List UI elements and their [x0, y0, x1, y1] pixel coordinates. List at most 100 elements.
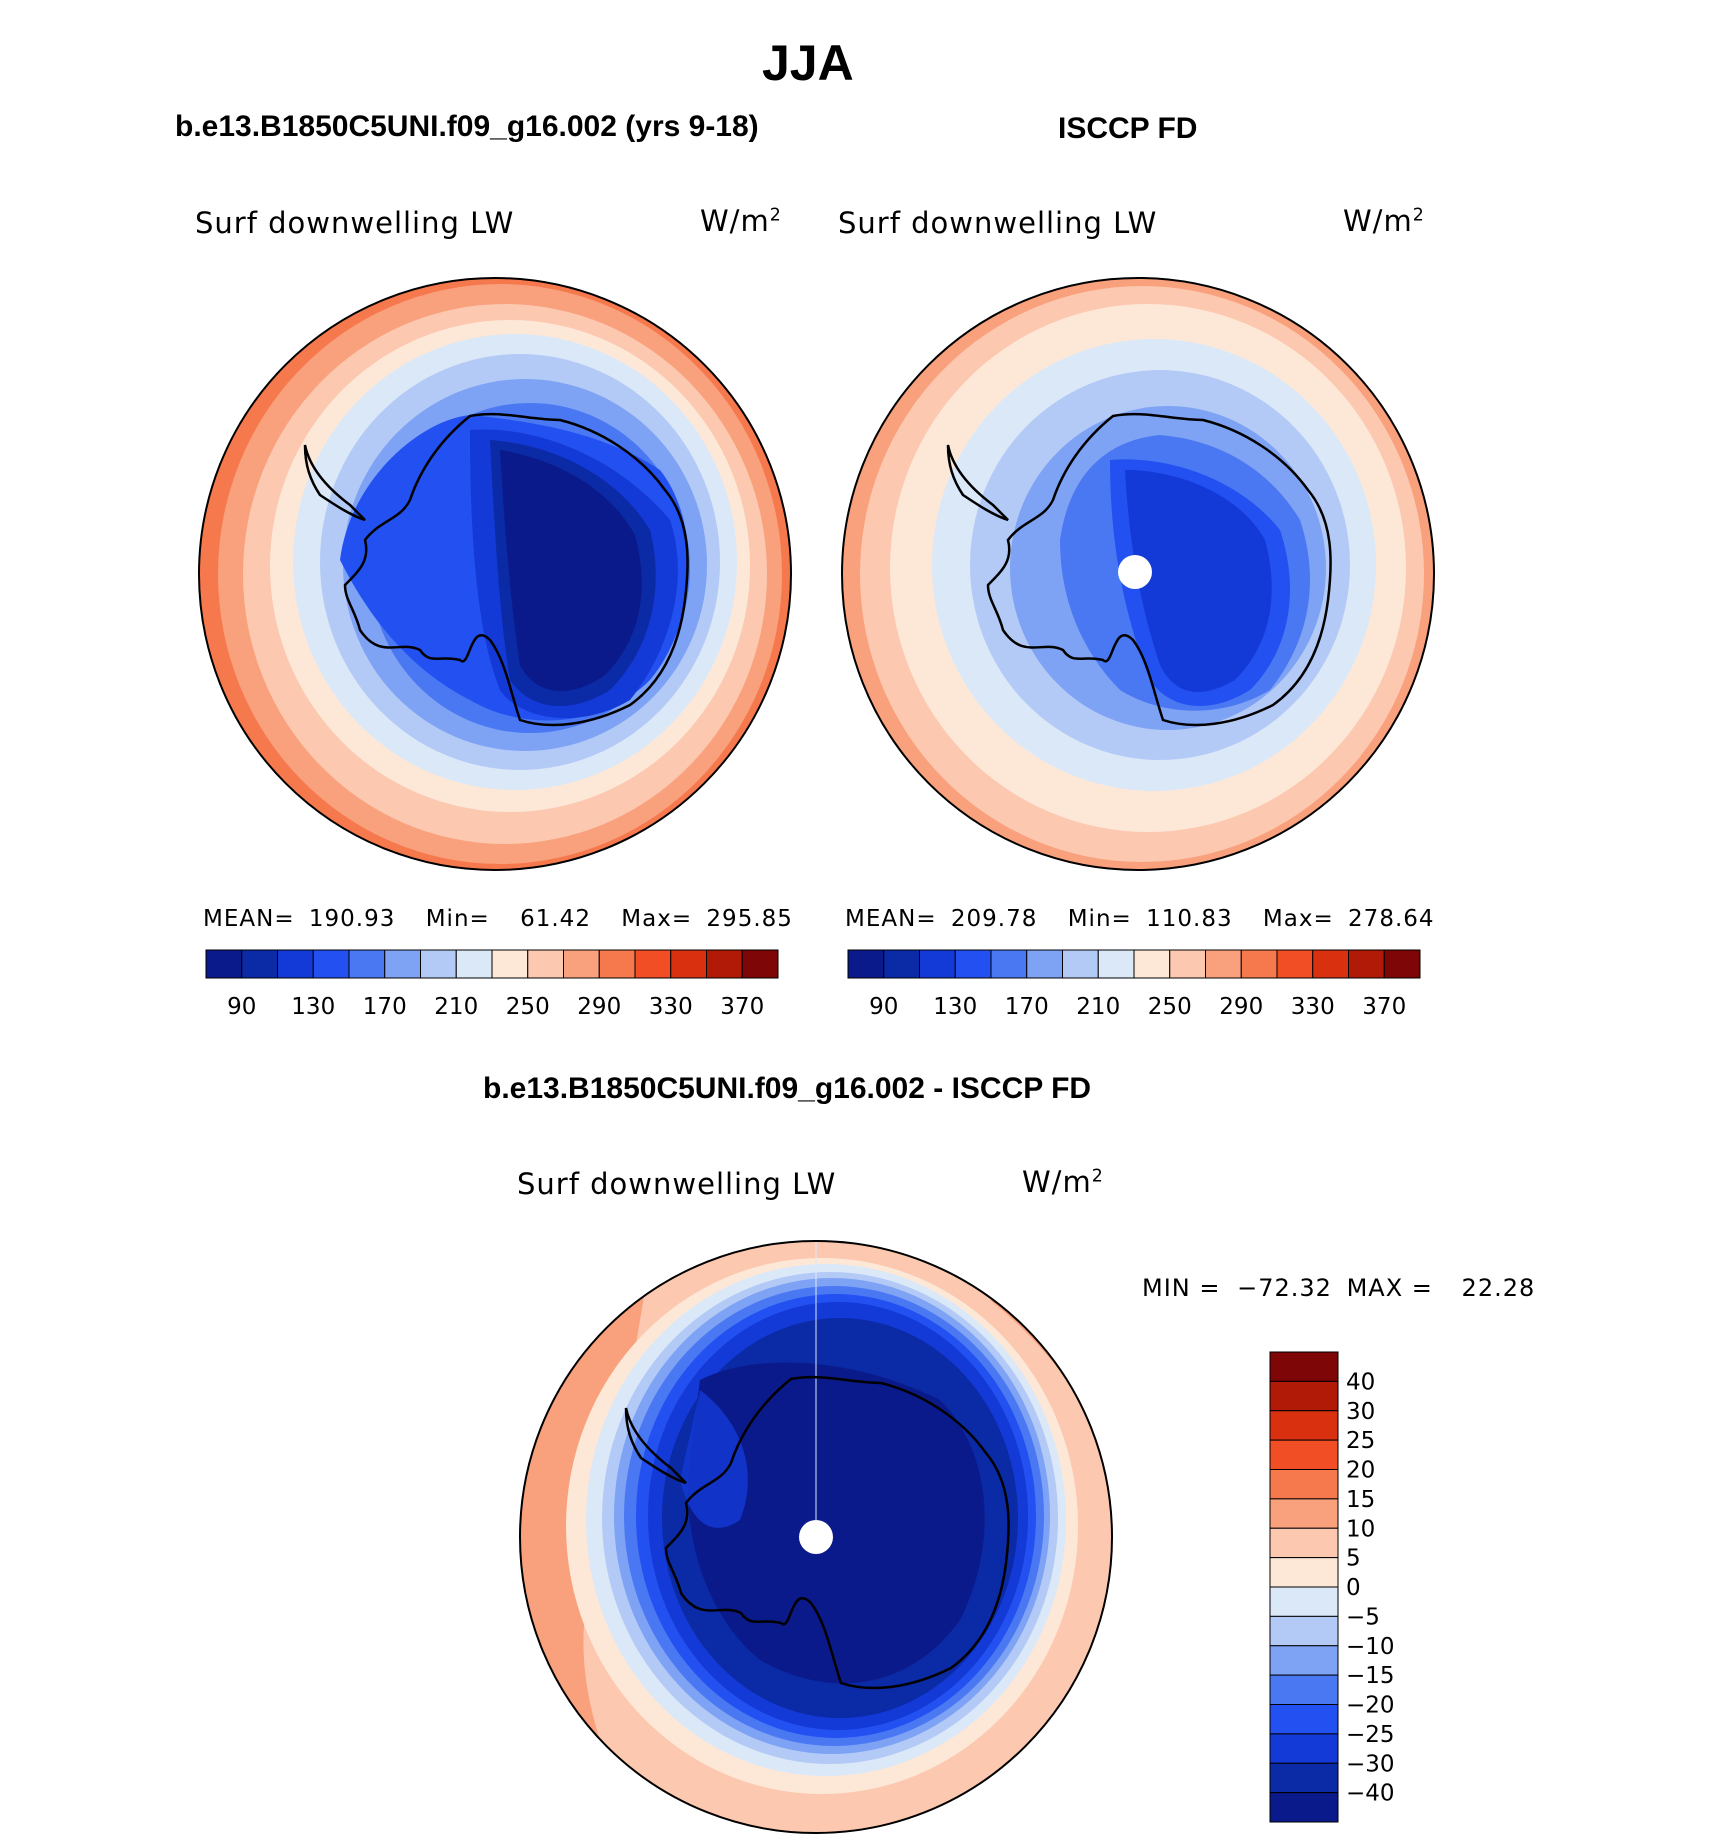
- diff-colorbar-swatch: [1269, 1527, 1339, 1559]
- diff-colorbar-tick-label: −15: [1346, 1663, 1395, 1689]
- diff-colorbar-tick-label: 10: [1346, 1516, 1375, 1542]
- diff-colorbar-tick-label: 40: [1346, 1369, 1375, 1395]
- model-colorbar-tick-label: 370: [720, 994, 764, 1020]
- obs-colorbar-swatch: [1169, 949, 1206, 979]
- obs-stats: MEAN= 209.78 Min= 110.83 Max= 278.64: [845, 906, 1435, 932]
- diff-unit-label: W/m2: [1022, 1165, 1104, 1199]
- obs-colorbar-tick-label: 130: [933, 994, 977, 1020]
- obs-colorbar-tick-label: 370: [1362, 994, 1406, 1020]
- diff-panel-header: b.e13.B1850C5UNI.f09_g16.002 - ISCCP FD: [483, 1072, 1092, 1105]
- obs-colorbar-swatch: [1348, 949, 1385, 979]
- model-colorbar-swatch: [312, 949, 350, 979]
- obs-colorbar-swatch: [954, 949, 992, 979]
- model-colorbar-tick-label: 170: [363, 994, 407, 1020]
- model-colorbar-tick-label: 290: [577, 994, 621, 1020]
- obs-colorbar-swatch: [919, 949, 956, 979]
- obs-panel-header: ISCCP FD: [1058, 112, 1198, 145]
- obs-variable-label: Surf downwelling LW: [838, 206, 1158, 240]
- diff-colorbar-tick-label: 30: [1346, 1399, 1375, 1425]
- diff-colorbar-swatch: [1269, 1410, 1339, 1441]
- obs-colorbar-tick-label: 290: [1219, 994, 1263, 1020]
- diff-colorbar-tick-label: 20: [1346, 1458, 1375, 1484]
- model-panel-header: b.e13.B1850C5UNI.f09_g16.002 (yrs 9-18): [175, 110, 759, 143]
- diff-colorbar-swatch: [1269, 1351, 1339, 1382]
- model-colorbar-swatch: [741, 949, 779, 979]
- diff-colorbar-tick-label: 5: [1346, 1546, 1361, 1572]
- diff-colorbar-tick-label: 0: [1346, 1575, 1361, 1601]
- model-colorbar-swatch: [348, 949, 386, 979]
- model-colorbar-swatch: [277, 949, 314, 979]
- diff-colorbar-swatch: [1269, 1645, 1339, 1676]
- model-colorbar-swatch: [670, 949, 707, 979]
- obs-colorbar-tick-label: 330: [1291, 994, 1335, 1020]
- obs-map-border: [841, 277, 1435, 871]
- obs-colorbar-swatch: [1062, 949, 1099, 979]
- obs-colorbar-swatch: [1133, 949, 1171, 979]
- diff-colorbar-swatch: [1269, 1792, 1339, 1823]
- model-colorbar-swatch: [634, 949, 672, 979]
- figure-title: JJA: [762, 35, 854, 91]
- diff-colorbar-tick-label: −40: [1346, 1781, 1395, 1807]
- diff-colorbar-tick-label: −5: [1346, 1604, 1380, 1630]
- diff-colorbar-swatch: [1269, 1439, 1339, 1470]
- diff-colorbar-tick-label: −10: [1346, 1634, 1395, 1660]
- model-colorbar-swatch: [384, 949, 421, 979]
- model-colorbar-tick-label: 130: [291, 994, 335, 1020]
- obs-unit-label: W/m2: [1343, 204, 1425, 238]
- diff-colorbar-swatch: [1269, 1762, 1339, 1794]
- diff-colorbar-tick-label: 25: [1346, 1428, 1375, 1454]
- obs-colorbar-swatch: [1240, 949, 1278, 979]
- obs-colorbar-tick-label: 250: [1148, 994, 1192, 1020]
- obs-colorbar-swatch: [1312, 949, 1349, 979]
- diff-colorbar-swatch: [1269, 1704, 1339, 1735]
- model-colorbar-swatch: [205, 949, 243, 979]
- obs-colorbar-swatch: [847, 949, 885, 979]
- model-colorbar-tick-label: 210: [434, 994, 478, 1020]
- model-stats: MEAN= 190.93 Min= 61.42 Max= 295.85: [203, 906, 793, 932]
- diff-colorbar-swatch: [1269, 1557, 1339, 1588]
- model-colorbar-swatch: [527, 949, 564, 979]
- model-map-border: [198, 277, 792, 871]
- obs-colorbar-swatch: [883, 949, 920, 979]
- diff-colorbar-swatch: [1269, 1586, 1339, 1617]
- diff-colorbar-swatch: [1269, 1674, 1339, 1705]
- model-colorbar-swatch: [706, 949, 743, 979]
- model-colorbar-tick-label: 90: [227, 994, 256, 1020]
- model-polar-map: [199, 278, 791, 870]
- model-colorbar-swatch: [241, 949, 278, 979]
- obs-colorbar: 90 130 170 210 250 290 330 370: [847, 949, 1421, 1020]
- diff-colorbar-swatch: [1269, 1615, 1339, 1647]
- model-colorbar-tick-label: 250: [506, 994, 550, 1020]
- diff-colorbar: 40 30 25 20 15 10 5 0 −5 −10 −15 −20 −25 −30 −40: [1269, 1351, 1395, 1823]
- model-colorbar-tick-label: 330: [649, 994, 693, 1020]
- diff-colorbar-tick-label: −30: [1346, 1751, 1395, 1777]
- diff-minmax: MIN = −72.32 MAX = 22.28: [1142, 1274, 1536, 1302]
- model-colorbar: 90 130 170 210 250 290 330 370: [205, 949, 779, 1020]
- obs-colorbar-swatch: [1097, 949, 1135, 979]
- obs-colorbar-swatch: [1276, 949, 1314, 979]
- diff-colorbar-tick-label: −25: [1346, 1722, 1395, 1748]
- model-colorbar-swatch: [491, 949, 529, 979]
- diff-colorbar-tick-label: 15: [1346, 1487, 1375, 1513]
- model-colorbar-swatch: [563, 949, 600, 979]
- model-unit-label: W/m2: [700, 204, 782, 238]
- obs-colorbar-tick-label: 210: [1076, 994, 1120, 1020]
- diff-map-border: [519, 1240, 1113, 1834]
- diff-colorbar-swatch: [1269, 1380, 1339, 1412]
- diff-colorbar-swatch: [1269, 1469, 1339, 1500]
- obs-colorbar-swatch: [1205, 949, 1242, 979]
- model-colorbar-swatch: [455, 949, 493, 979]
- diff-colorbar-tick-label: −20: [1346, 1693, 1395, 1719]
- model-colorbar-swatch: [598, 949, 636, 979]
- obs-colorbar-tick-label: 90: [869, 994, 898, 1020]
- diff-colorbar-swatch: [1269, 1498, 1339, 1529]
- diff-polar-map: [520, 1241, 1112, 1833]
- obs-colorbar-swatch: [1383, 949, 1421, 979]
- obs-polar-map: [842, 278, 1434, 870]
- obs-colorbar-swatch: [1026, 949, 1063, 979]
- diff-variable-label: Surf downwelling LW: [517, 1167, 837, 1201]
- obs-colorbar-swatch: [990, 949, 1028, 979]
- model-colorbar-swatch: [420, 949, 457, 979]
